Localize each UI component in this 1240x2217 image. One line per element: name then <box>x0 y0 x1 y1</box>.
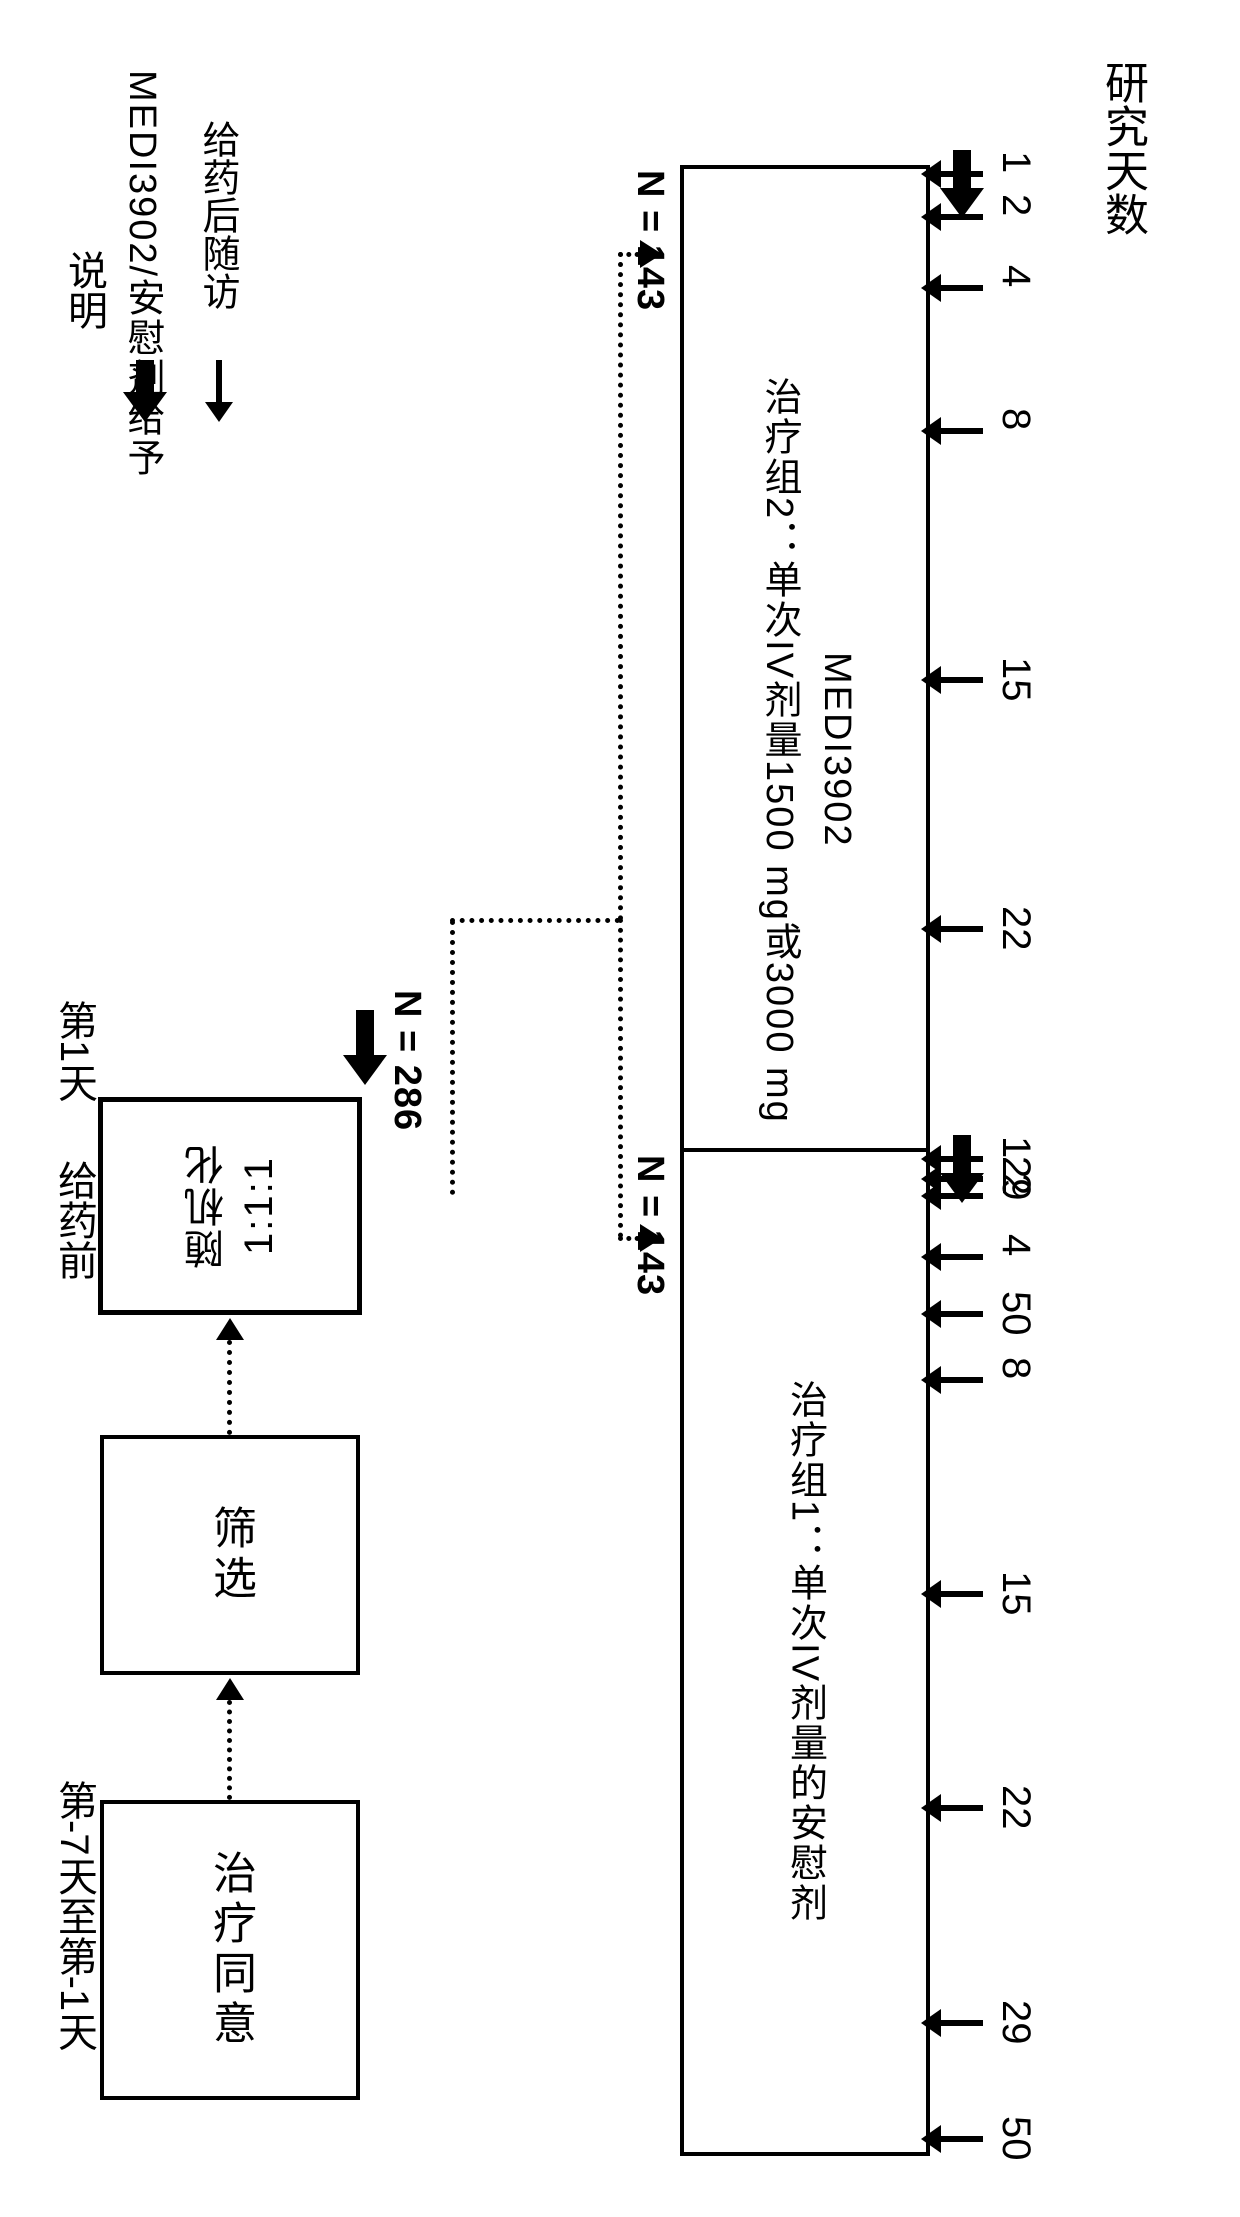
connector-screen-random <box>227 1340 232 1435</box>
arm1-text: 治疗组1：单次IV剂量的安慰剂 <box>778 1380 833 1923</box>
tick-label-arm2-22: 22 <box>993 906 1038 951</box>
study-days-label: 研究天数 <box>1090 60 1154 236</box>
tick-arrow-arm2-50 <box>921 1300 983 1328</box>
arm2-line1: 治疗组2：单次IV剂量1500 mg或3000 mg <box>752 377 807 1124</box>
tick-label-arm2-4: 4 <box>993 265 1038 287</box>
arm1-box: 治疗组1：单次IV剂量的安慰剂 <box>680 1148 930 2156</box>
tick-label-arm2-8: 8 <box>993 408 1038 430</box>
consent-box: 治疗同意 <box>100 1800 360 2100</box>
consent-text: 治疗同意 <box>198 1850 262 2050</box>
tick-label-arm2-2: 2 <box>993 194 1038 216</box>
tick-label-arm1-8: 8 <box>993 1357 1038 1379</box>
tick-arrow-arm1-22 <box>921 1794 983 1822</box>
legend-followup-arrow <box>205 360 233 422</box>
predose-label: 给药前 <box>45 1160 103 1320</box>
arrowhead-consent-screen <box>216 1678 244 1700</box>
arrowhead-screen-random <box>216 1318 244 1340</box>
tick-label-arm1-22: 22 <box>993 1785 1038 1830</box>
randomize-box: 随机化1:1:1 <box>98 1097 362 1315</box>
split-horizontal <box>450 918 620 923</box>
split-stem <box>450 920 455 1195</box>
screening-period-label: 第-7天至第-1天 <box>45 1780 103 2110</box>
tick-arrow-arm1-50 <box>921 2125 983 2153</box>
tick-arrow-arm1-29 <box>921 2009 983 2037</box>
tick-arrow-arm2-15 <box>921 666 983 694</box>
tick-label-arm1-4: 4 <box>993 1234 1038 1256</box>
tick-arrow-arm2-22 <box>921 915 983 943</box>
tick-arrow-arm1-8 <box>921 1366 983 1394</box>
legend-title: 说明 <box>55 250 113 330</box>
screening-text: 筛选 <box>198 1505 262 1605</box>
diagram-canvas: 第-7天至第-1天 给药前 第1天 治疗同意 筛选 随机化1:1:1 N = 2… <box>30 40 1210 2177</box>
dose-arrow-arm2 <box>940 150 984 218</box>
tick-label-arm1-29: 29 <box>993 2000 1038 2045</box>
tick-label-arm1-1: 1 <box>993 1136 1038 1158</box>
tick-arrow-arm2-8 <box>921 417 983 445</box>
legend-followup-text: 给药后随访 <box>190 120 245 310</box>
tick-label-arm1-50: 50 <box>993 2116 1038 2161</box>
n-arm1: N = 143 <box>628 1155 671 1296</box>
tick-arrow-arm1-4 <box>921 1243 983 1271</box>
split-up <box>618 252 623 921</box>
legend-dose-text: MEDI3902/安慰剂给予 <box>115 70 170 478</box>
n-total: N = 286 <box>385 990 428 1131</box>
screening-box: 筛选 <box>100 1435 360 1675</box>
arrow-after-randomize <box>343 1010 387 1085</box>
tick-label-arm2-50: 50 <box>993 1291 1038 1336</box>
tick-label-arm2-15: 15 <box>993 657 1038 702</box>
randomize-text: 随机化1:1:1 <box>179 1102 282 1310</box>
connector-consent-screen <box>227 1700 232 1800</box>
tick-label-arm1-15: 15 <box>993 1571 1038 1616</box>
day1-label: 第1天 <box>45 1000 103 1140</box>
split-down <box>618 918 623 1238</box>
arm2-line2: MEDI3902 <box>815 652 858 848</box>
tick-arrow-arm2-4 <box>921 274 983 302</box>
tick-arrow-arm1-15 <box>921 1580 983 1608</box>
n-arm2: N = 143 <box>628 170 671 311</box>
tick-label-arm1-2: 2 <box>993 1173 1038 1195</box>
tick-label-arm2-1: 1 <box>993 151 1038 173</box>
dose-arrow-arm1 <box>940 1135 984 1203</box>
